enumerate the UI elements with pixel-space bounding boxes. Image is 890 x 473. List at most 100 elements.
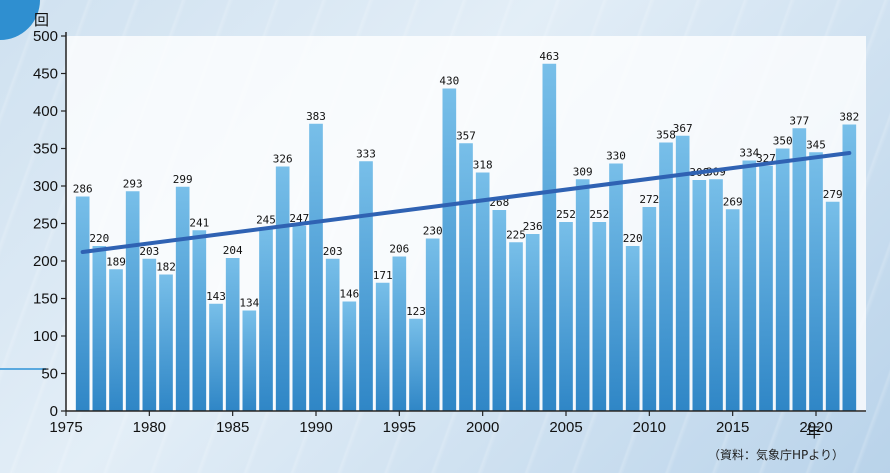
bar-value-label-2015: 269	[723, 195, 743, 208]
bar-1983	[192, 230, 207, 411]
bar-value-label-2005: 252	[556, 208, 576, 221]
bar-value-label-1991: 203	[323, 245, 343, 258]
y-tick-label-150: 150	[33, 291, 58, 308]
bar-value-label-2000: 318	[473, 159, 493, 172]
y-tick-label-350: 350	[33, 141, 58, 158]
bar-value-label-1979: 293	[123, 177, 143, 190]
bar-value-label-2022: 382	[839, 111, 859, 124]
bar-2014	[709, 179, 723, 411]
bar-1998	[442, 88, 457, 411]
bar-2020	[809, 152, 823, 411]
bar-2000	[475, 172, 490, 411]
bar-1982	[175, 186, 190, 411]
bar-value-label-1976: 286	[73, 183, 93, 196]
bar-value-label-1992: 146	[339, 288, 359, 301]
bar-1995	[392, 256, 407, 411]
bar-1980	[142, 258, 157, 411]
bar-value-label-2018: 350	[773, 135, 793, 148]
bar-1981	[159, 274, 173, 411]
x-tick-label-2015: 2015	[716, 419, 749, 436]
bar-value-label-2011: 358	[656, 129, 676, 142]
bar-value-label-1993: 333	[356, 147, 376, 160]
bar-value-label-1984: 143	[206, 290, 226, 303]
bar-2001	[492, 210, 507, 411]
y-tick-label-50: 50	[41, 366, 58, 383]
x-tick-label-1975: 1975	[49, 419, 82, 436]
left-decoration-line	[0, 368, 46, 370]
bar-value-label-1983: 241	[189, 216, 209, 229]
source-note: （資料：気象庁HPより）	[707, 448, 844, 462]
bar-value-label-1982: 299	[173, 173, 193, 186]
bar-2018	[775, 148, 790, 411]
bar-1985	[225, 258, 240, 411]
bar-2007	[592, 222, 607, 411]
bar-value-label-2007: 252	[589, 208, 609, 221]
bar-value-label-1997: 230	[423, 225, 443, 238]
bar-value-label-2016: 334	[739, 147, 759, 160]
x-tick-label-1995: 1995	[383, 419, 416, 436]
bar-value-label-2004: 463	[539, 50, 559, 63]
y-tick-label-300: 300	[33, 178, 58, 195]
bar-1986	[242, 310, 257, 411]
bar-value-label-2002: 225	[506, 228, 526, 241]
bar-1993	[359, 161, 373, 411]
x-tick-label-2005: 2005	[549, 419, 582, 436]
bar-1978	[109, 269, 123, 411]
bar-1988	[275, 166, 290, 411]
bar-1990	[309, 123, 323, 411]
bar-2006	[575, 179, 590, 411]
bar-1992	[342, 301, 357, 411]
bar-2011	[659, 142, 673, 411]
y-tick-label-100: 100	[33, 328, 58, 345]
bar-value-label-1978: 189	[106, 255, 126, 268]
bar-value-label-1999: 357	[456, 129, 476, 142]
bar-2010	[642, 207, 657, 411]
bar-2019	[792, 128, 807, 411]
y-tick-label-200: 200	[33, 253, 58, 270]
bar-value-label-1994: 171	[373, 269, 393, 282]
bar-value-label-1995: 206	[389, 243, 409, 256]
bar-value-label-2020: 345	[806, 138, 826, 151]
bar-value-label-2012: 367	[673, 122, 693, 135]
bar-2004	[542, 63, 557, 411]
bar-value-label-1986: 134	[239, 297, 259, 310]
bar-2012	[675, 135, 690, 411]
bar-value-label-2019: 377	[789, 114, 809, 127]
bar-1994	[375, 282, 390, 411]
bar-value-label-2006: 309	[573, 165, 593, 178]
bar-2003	[525, 234, 540, 411]
x-axis-unit-label: 年	[806, 423, 821, 441]
bar-1979	[125, 191, 140, 411]
bar-value-label-1988: 326	[273, 153, 293, 166]
y-tick-label-450: 450	[33, 66, 58, 83]
bar-value-label-1996: 123	[406, 305, 426, 318]
bar-2017	[759, 165, 773, 411]
bar-2021	[825, 201, 840, 411]
bar-1989	[292, 225, 307, 411]
bar-2005	[559, 222, 573, 411]
x-tick-label-2000: 2000	[466, 419, 499, 436]
x-tick-label-1980: 1980	[133, 419, 166, 436]
bar-1996	[409, 318, 423, 411]
bar-2022	[842, 124, 857, 411]
bar-2015	[725, 209, 740, 411]
bar-2009	[625, 246, 640, 411]
bar-value-label-1977: 220	[89, 232, 109, 245]
trend-line	[80, 151, 852, 254]
bar-value-label-2021: 279	[823, 188, 843, 201]
bar-value-label-1998: 430	[439, 75, 459, 88]
bar-1999	[459, 143, 473, 411]
bar-value-label-2009: 220	[623, 232, 643, 245]
y-tick-label-0: 0	[50, 403, 58, 420]
bar-value-label-1985: 204	[223, 244, 243, 257]
y-tick-label-250: 250	[33, 216, 58, 233]
x-tick-label-1985: 1985	[216, 419, 249, 436]
x-tick-label-2010: 2010	[633, 419, 666, 436]
bar-value-label-2003: 236	[523, 220, 543, 233]
bar-value-label-1980: 203	[139, 245, 159, 258]
bar-value-label-1990: 383	[306, 110, 326, 123]
bar-value-label-1987: 245	[256, 213, 276, 226]
bar-1997	[425, 238, 440, 411]
bar-1984	[209, 303, 223, 411]
